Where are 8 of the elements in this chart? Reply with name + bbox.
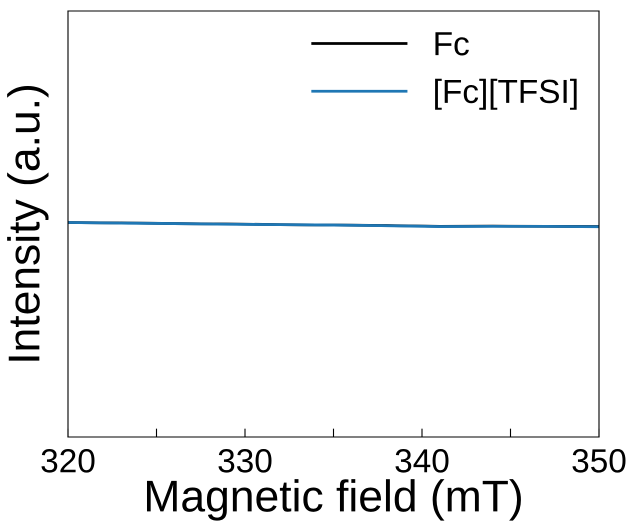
x-tick-label: 340 [395,448,449,473]
x-axis-title: Magnetic field (mT) [146,479,521,521]
x-tick-label: 330 [218,448,272,473]
y-axis-title: Intensity (a.u.) [7,86,49,361]
legend-label: [Fc][TFSI] [435,78,577,110]
legend-label: Fc [435,32,469,56]
x-tick-label: 320 [41,448,95,473]
x-tick-label: 350 [572,448,626,473]
